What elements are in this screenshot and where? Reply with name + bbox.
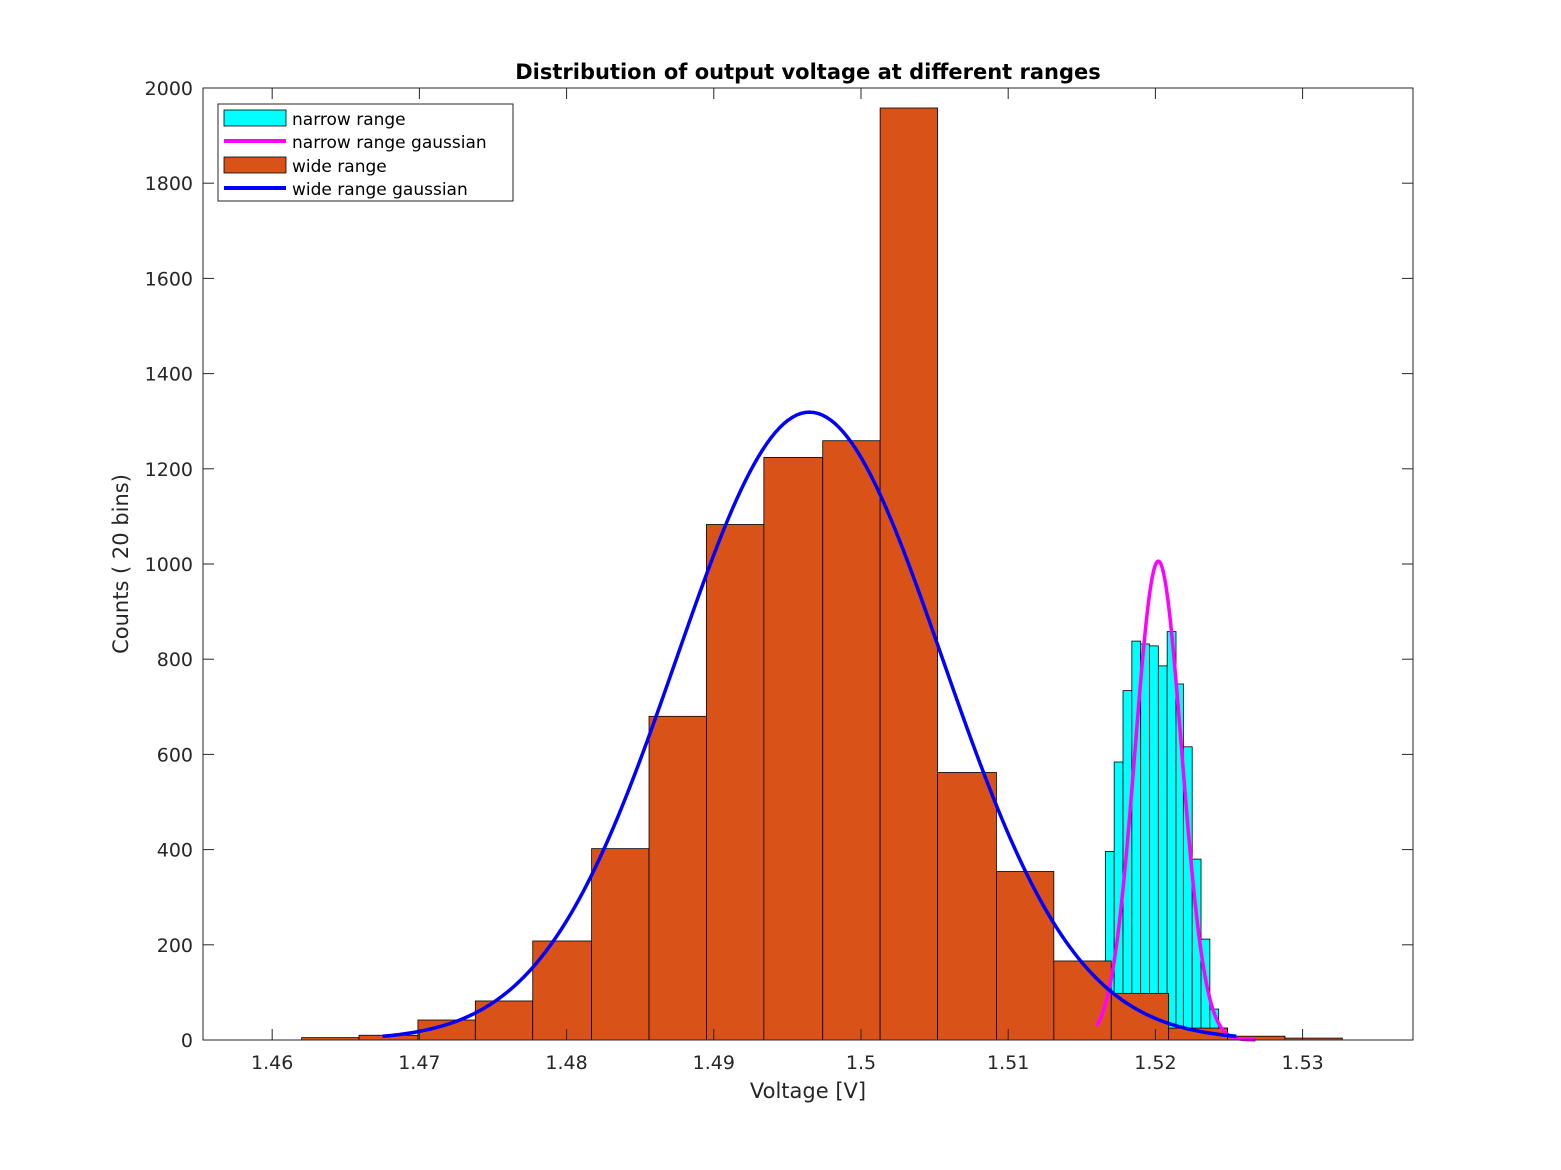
legend-swatch-wide-range	[223, 156, 287, 174]
wide-range-bar	[996, 871, 1055, 1041]
wide-gaussian-curve	[382, 410, 1237, 1039]
y-tick-label: 400	[157, 840, 193, 862]
y-tick-label: 800	[157, 649, 193, 671]
wide-range-bar	[937, 772, 997, 1041]
y-axis-label: Counts ( 20 bins)	[109, 474, 133, 654]
y-tick-labels: 0 200 400 600 800 1000 1200 1400 1600 1800 2000	[145, 78, 193, 1052]
legend-label-narrow-gaussian: narrow range gaussian	[292, 133, 487, 153]
wide-range-bar	[879, 107, 938, 1041]
wide-range-bar	[1053, 960, 1112, 1041]
legend-label-wide-range: wide range	[292, 157, 387, 177]
gaussian-curves	[382, 410, 1257, 1042]
y-tick-label: 0	[181, 1030, 193, 1052]
narrow-range-bar	[1140, 643, 1150, 1041]
narrow-range-bar	[1157, 665, 1168, 1041]
x-tick-labels: 1.46 1.47 1.48 1.49 1.5 1.51 1.52 1.53	[251, 1052, 1324, 1074]
legend-label-wide-gaussian: wide range gaussian	[292, 180, 468, 200]
y-tick-label: 200	[157, 935, 193, 957]
x-axis-label: Voltage [V]	[750, 1079, 866, 1103]
wide-range-bar	[822, 440, 881, 1041]
wide-range-bar	[591, 848, 650, 1041]
x-tick-label: 1.49	[693, 1052, 735, 1074]
x-tick-label: 1.47	[398, 1052, 440, 1074]
legend: narrow range narrow range gaussian wide …	[217, 103, 514, 202]
legend-label-narrow-range: narrow range	[292, 110, 406, 130]
x-tick-label: 1.52	[1134, 1052, 1176, 1074]
narrow-range-bar	[1149, 645, 1159, 1041]
x-tick-label: 1.51	[987, 1052, 1029, 1074]
chart-title: Distribution of output voltage at differ…	[515, 60, 1101, 84]
x-tick-label: 1.46	[251, 1052, 293, 1074]
y-tick-label: 1800	[145, 173, 193, 195]
x-tick-label: 1.5	[846, 1052, 876, 1074]
x-tick-label: 1.48	[545, 1052, 587, 1074]
y-tick-label: 600	[157, 744, 193, 766]
wide-range-bar	[706, 524, 765, 1041]
y-tick-label: 1200	[145, 459, 193, 481]
y-tick-label: 1600	[145, 268, 193, 290]
x-tick-label: 1.53	[1281, 1052, 1323, 1074]
y-tick-label: 1000	[145, 554, 193, 576]
narrow-range-bar	[1166, 631, 1177, 1041]
y-tick-label: 1400	[145, 364, 193, 386]
y-tick-label: 2000	[145, 78, 193, 100]
legend-box	[217, 103, 514, 202]
legend-swatch-narrow-range	[223, 109, 287, 127]
histogram-bars	[301, 107, 1343, 1041]
axis-ticks	[203, 87, 1413, 1041]
wide-range-bar	[763, 456, 824, 1041]
wide-range-bar	[648, 715, 707, 1041]
